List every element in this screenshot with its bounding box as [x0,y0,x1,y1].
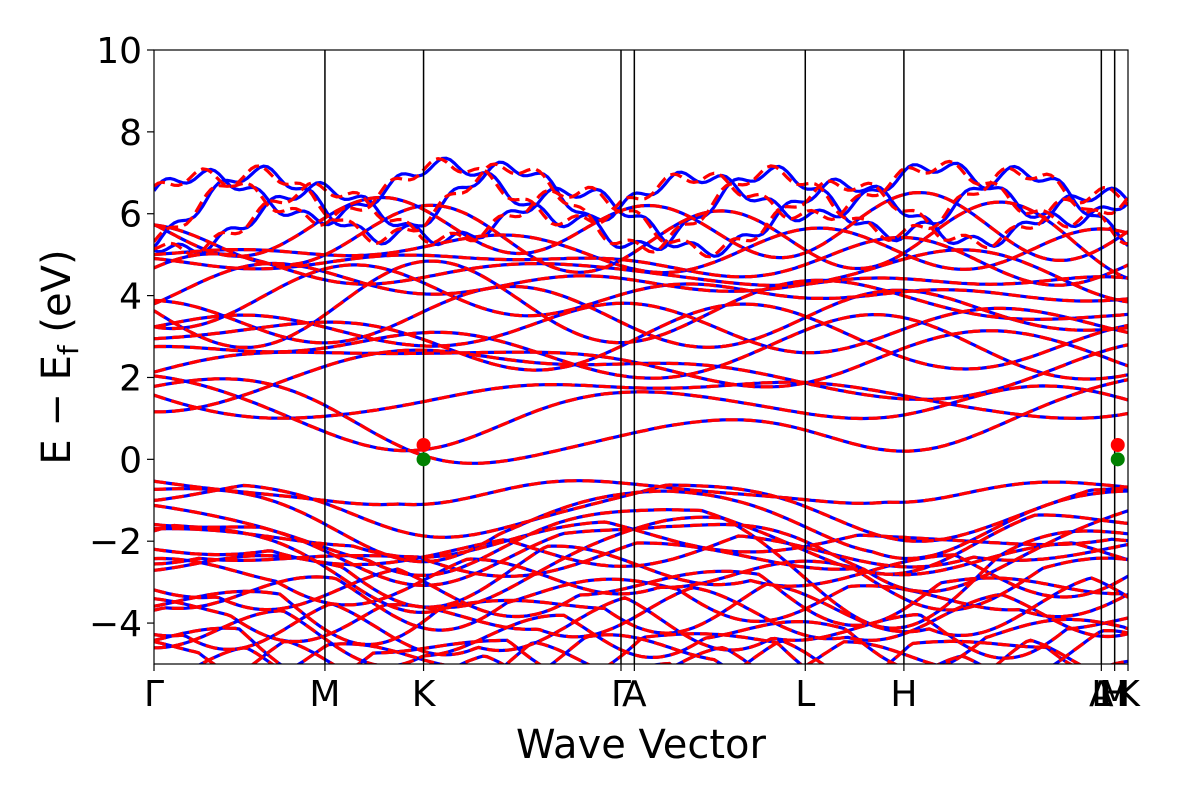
band-line [154,374,1128,453]
y-axis-label-unit: (eV) [34,249,80,345]
band-line [154,596,1128,660]
band-series-red [154,156,1128,664]
band-line [154,313,1128,381]
band-line [154,586,1128,644]
vbm-marker [1110,452,1125,467]
band-line [154,248,1128,304]
band-line [154,329,1128,389]
x-tick-label: M [1099,674,1130,715]
y-tick-label: 0 [119,440,142,481]
x-tick-label: L [795,674,815,715]
x-tick-label: Γ [611,674,631,715]
band-line [197,645,983,664]
band-line [154,544,1128,609]
x-tick-label: K [1116,674,1141,715]
y-axis-label-subscript: f [52,344,85,355]
y-tick-label: 6 [119,195,142,236]
band-line [250,638,1083,664]
y-tick-label: −4 [89,604,142,645]
band-line [154,377,1128,465]
cbm-marker [1110,438,1125,453]
x-tick-label: H [890,674,917,715]
band-lines [154,156,1128,664]
y-tick-label: 2 [119,358,142,399]
y-axis-ticks: −4 −2 0 2 4 6 8 10 [89,31,154,645]
band-edge-markers [416,438,1125,467]
band-line [154,609,1128,664]
band-line [154,284,1128,349]
x-tick-label: L [1091,674,1111,715]
band-line [154,191,1128,262]
band-line [154,541,1128,578]
high-symmetry-lines [324,50,1116,664]
y-tick-label: 4 [119,277,142,318]
x-tick-label: Γ [144,674,164,715]
band-line [154,248,1128,304]
band-line [154,576,1128,647]
x-tick-label: A [1089,674,1114,715]
band-line [154,160,1128,252]
band-line [154,263,1128,331]
x-axis-label: Wave Vector [516,722,767,768]
band-line [154,483,1128,543]
band-line [154,629,1128,664]
band-line [154,200,1128,280]
y-tick-label: −2 [89,522,142,563]
x-tick-label: A [622,674,647,715]
x-tick-label: H [1101,674,1128,715]
band-line [154,177,1128,258]
cbm-marker [416,438,431,453]
band-line [154,179,1128,259]
band-line [154,567,1128,628]
band-line [154,520,1128,559]
x-tick-label: K [412,674,437,715]
band-line [154,380,1128,420]
band-line [154,301,1128,355]
band-line [154,302,1128,372]
y-axis-label: E − Ef (eV) [34,249,85,464]
band-line [154,226,1128,275]
plot-frame [153,49,1129,665]
band-line [154,487,1128,564]
band-series-blue [154,156,1128,664]
vbm-marker [416,452,431,467]
band-line [154,261,1128,306]
band-line [154,156,1128,229]
band-line [154,575,1128,632]
band-line [154,503,1128,578]
y-tick-label: 10 [96,31,142,72]
x-tick-label: M [309,674,340,715]
y-tick-label: 8 [119,113,142,154]
band-line [154,235,1128,287]
band-line [154,626,1074,664]
